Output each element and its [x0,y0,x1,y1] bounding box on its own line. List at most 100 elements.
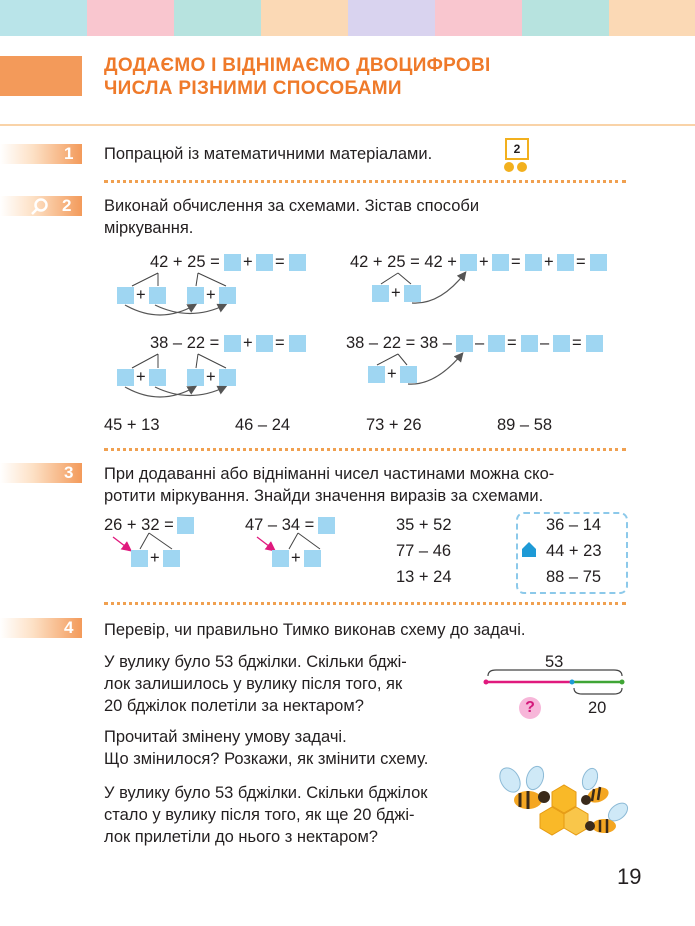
answer-box[interactable] [289,335,306,352]
answer-box[interactable] [368,366,385,383]
changed-instruction-line: Що змінилося? Розкажи, як змінити схему. [104,750,429,768]
task-2-text-line2: міркування. [104,219,194,237]
task-3-number: 3 [64,463,74,482]
plus-sign: + [291,549,301,567]
answer-box[interactable] [304,550,321,567]
plus-sign: + [243,334,253,352]
task-1-number: 1 [64,144,74,163]
plus-sign: + [136,286,146,304]
task-1-tab [0,144,82,164]
scheme-b-expression: 47 – 34 = [245,516,315,534]
answer-box[interactable] [456,335,473,352]
answer-box[interactable] [131,550,148,567]
page-title: ДОДАЄМО І ВІДНІМАЄМО ДВОЦИФРОВІ ЧИСЛА РІ… [104,54,491,100]
problem-1-line: 20 бджілок полетіли за нектаром? [104,697,364,715]
answer-box[interactable] [553,335,570,352]
answer-box[interactable] [117,287,134,304]
answer-box[interactable] [488,335,505,352]
answer-box[interactable] [372,285,389,302]
title-divider [0,124,695,126]
answer-box[interactable] [460,254,477,271]
exercise: 36 – 14 [546,516,602,534]
page-number: 19 [617,864,642,889]
answer-box[interactable] [187,369,204,386]
task-2-number: 2 [62,196,72,215]
task-divider [104,180,626,183]
plus-sign: + [391,284,401,302]
answer-box[interactable] [224,254,241,271]
answer-box[interactable] [256,335,273,352]
scheme-d-expression: 38 – 22 = 38 – [346,334,452,352]
exercise: 77 – 46 [396,542,452,560]
answer-box[interactable] [590,254,607,271]
task-divider [104,448,626,451]
answer-box[interactable] [256,254,273,271]
exercise: 88 – 75 [546,568,602,586]
header-stripe [609,0,695,36]
plus-sign: + [136,368,146,386]
scheme-c-expression: 38 – 22 = [150,334,220,352]
materials-badge: 2 [505,138,529,160]
minus-sign: – [540,334,550,352]
answer-box[interactable] [586,335,603,352]
task-2-text-line1: Виконай обчислення за схемами. Зістав сп… [104,197,480,215]
answer-box[interactable] [177,517,194,534]
question-mark-badge: ? [519,697,541,719]
answer-box[interactable] [404,285,421,302]
plus-sign: + [206,368,216,386]
header-stripe [261,0,348,36]
answer-box[interactable] [400,366,417,383]
equals-sign: = [511,253,521,271]
equals-sign: = [576,253,586,271]
plus-sign: + [150,549,160,567]
answer-box[interactable] [521,335,538,352]
answer-box[interactable] [219,287,236,304]
answer-box[interactable] [219,369,236,386]
plus-sign: + [544,253,554,271]
minus-sign: – [475,334,485,352]
problem-1-line: У вулику було 53 бджілки. Скільки бджі- [104,653,407,671]
plus-sign: + [206,286,216,304]
answer-box[interactable] [117,369,134,386]
title-accent-bar [0,56,82,96]
answer-box[interactable] [492,254,509,271]
task-4-number: 4 [64,618,74,637]
plus-sign: + [243,253,253,271]
exercise: 89 – 58 [497,416,553,434]
exercise: 73 + 26 [366,416,422,434]
task-3-text-line1: При додаванні або відніманні чисел части… [104,465,555,483]
title-line-2: ЧИСЛА РІЗНИМИ СПОСОБАМИ [104,78,402,99]
answer-box[interactable] [163,550,180,567]
equals-sign: = [507,334,517,352]
answer-box[interactable] [187,287,204,304]
plus-sign: + [387,365,397,383]
answer-box[interactable] [224,335,241,352]
exercise: 46 – 24 [235,416,291,434]
scheme-a-expression: 42 + 25 = [150,253,220,271]
answer-box[interactable] [289,254,306,271]
exercise: 44 + 23 [546,542,602,560]
diagram-total-label: 53 [545,653,564,671]
header-stripe [435,0,522,36]
problem-1-line: лок залишилось у вулику після того, як [104,675,403,693]
equals-sign: = [275,334,285,352]
materials-dot [504,162,514,172]
exercise: 35 + 52 [396,516,452,534]
scheme-a-expression: 26 + 32 = [104,516,174,534]
task-3-text-line2: ротити міркування. Знайди значення вираз… [104,487,544,505]
exercise-frame [516,512,628,594]
task-1-text: Попрацюй із математичними матеріалами. [104,145,433,163]
answer-box[interactable] [318,517,335,534]
diagram-part-label: 20 [588,699,607,717]
task-3-tab [0,463,82,483]
plus-sign: + [479,253,489,271]
task-divider [104,602,626,605]
equals-sign: = [572,334,582,352]
answer-box[interactable] [149,287,166,304]
answer-box[interactable] [557,254,574,271]
answer-box[interactable] [525,254,542,271]
problem-2-line: стало у вулику після того, як ще 20 бджі… [104,806,415,824]
header-stripe [522,0,609,36]
answer-box[interactable] [272,550,289,567]
answer-box[interactable] [149,369,166,386]
